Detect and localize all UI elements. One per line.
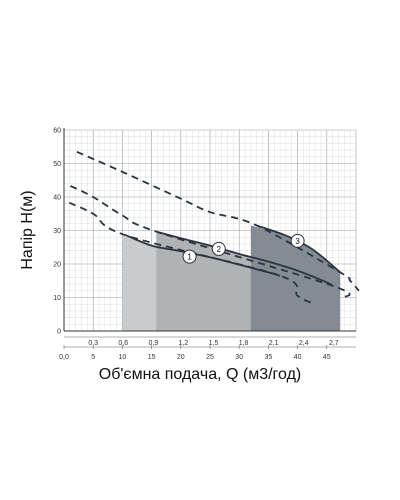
y-tick-label: 60 [53, 128, 61, 135]
band-series-3 [250, 225, 341, 331]
bottom-tick-label: 15 [148, 354, 156, 361]
marker-label-2: 2 [217, 245, 222, 254]
marker-circle-2 [211, 241, 226, 256]
marker-label-3: 3 [295, 237, 300, 246]
top-tick-label: 0,3 [88, 340, 98, 347]
y-axis-label: Напір Н(м) [19, 190, 36, 270]
bottom-tick-label: 25 [206, 354, 214, 361]
chart-axes: 0 10 20 30 40 50 60 0,3 0,6 0,9 1,2 1,5 1,8 2,1 2,4 2,7… [53, 128, 356, 361]
marker-circle-3 [290, 233, 305, 248]
bottom-tick-label: 30 [235, 354, 243, 361]
curve-solid-3 [256, 224, 341, 274]
curve-solid-1 [126, 234, 281, 277]
top-tick-label: 2,4 [299, 340, 309, 347]
y-tick-label: 30 [53, 228, 61, 235]
pump-curves [68, 150, 360, 306]
top-tick-label: 1,5 [209, 340, 219, 347]
curve-dashed-3 [76, 150, 360, 292]
top-tick-label: 1,8 [239, 340, 249, 347]
bottom-tick-label: 20 [177, 354, 185, 361]
operating-range-bands [122, 225, 341, 331]
marker-circle-1 [182, 249, 197, 264]
bottom-tick-label: 45 [323, 354, 331, 361]
y-tick-label: 10 [53, 295, 61, 302]
curve-markers: 1 2 3 [182, 233, 305, 264]
top-tick-label: 0,9 [148, 340, 158, 347]
top-tick-label: 0,6 [118, 340, 128, 347]
bottom-tick-label: 10 [119, 354, 127, 361]
top-tick-label: 2,1 [269, 340, 279, 347]
bottom-tick-label: 0,0 [59, 354, 69, 361]
bottom-tick-label: 5 [91, 354, 95, 361]
curve-solid-2 [157, 231, 334, 287]
x-axis-label: Об'ємна подача, Q (м3/год) [98, 366, 302, 383]
curve-dashed-2 [70, 185, 351, 299]
bottom-tick-label: 40 [294, 354, 302, 361]
marker-label-1: 1 [187, 253, 192, 262]
top-tick-label: 1,2 [179, 340, 189, 347]
y-tick-label: 20 [53, 262, 61, 269]
y-tick-label: 40 [53, 195, 61, 202]
y-tick-label: 0 [57, 329, 61, 336]
bottom-tick-label: 35 [265, 354, 273, 361]
top-tick-label: 2,7 [329, 340, 339, 347]
y-tick-label: 50 [53, 161, 61, 168]
